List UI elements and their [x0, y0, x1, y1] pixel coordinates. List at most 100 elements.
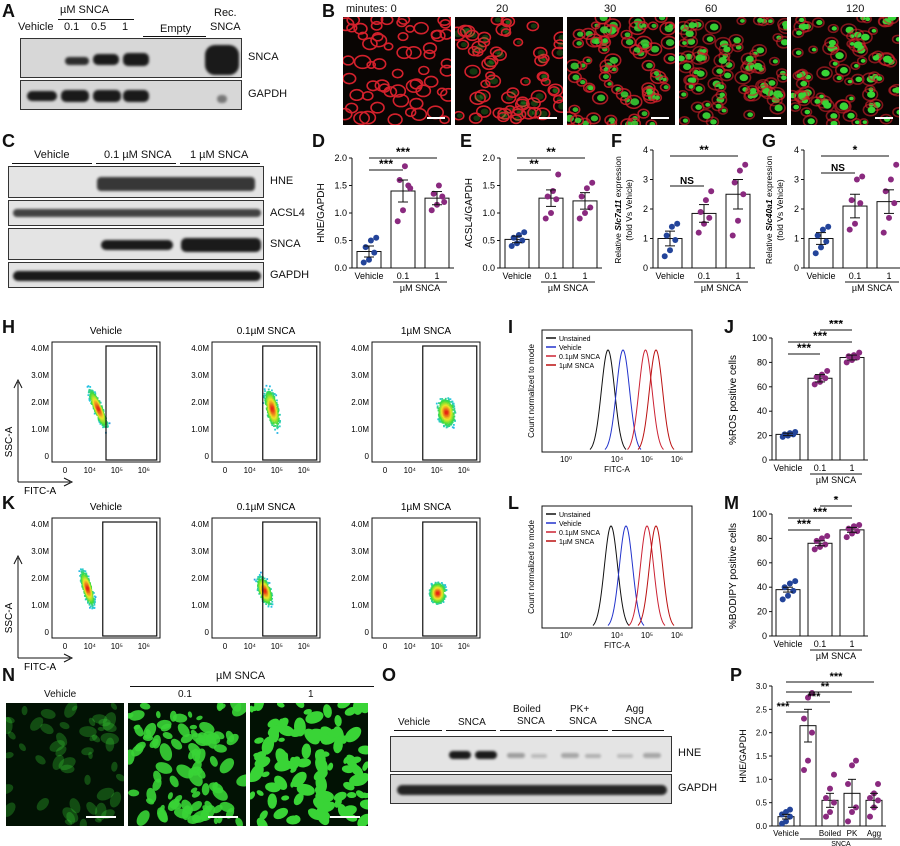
cell-fluorescence [457, 113, 463, 118]
event-dot [82, 570, 84, 572]
data-point [886, 214, 892, 221]
cell-fluorescence [853, 41, 863, 49]
cell-membrane [397, 32, 409, 42]
data-point [697, 208, 704, 215]
cell-membrane [589, 36, 603, 47]
event-dot [438, 402, 440, 405]
event-dot [437, 418, 440, 421]
event-dot [264, 579, 267, 582]
event-dot [85, 597, 88, 600]
cell-membrane [891, 34, 899, 44]
cell-membrane [624, 94, 643, 110]
event-dot [263, 395, 266, 398]
cell-membrane [791, 47, 804, 58]
cell-fluorescence [887, 17, 897, 21]
cell-fluorescence [716, 68, 723, 74]
cell-fluorescence [756, 47, 765, 54]
event-dot [92, 592, 95, 594]
cell-membrane [471, 40, 487, 54]
x-tick-label: 10⁶ [138, 466, 150, 475]
data-point [880, 229, 887, 236]
c-group-01: 0.1 µM SNCA [104, 149, 172, 161]
event-dot [90, 389, 93, 392]
cell-fluorescence [799, 17, 805, 23]
cell-image [791, 17, 899, 125]
cell-fluorescence [494, 17, 502, 23]
cell-fluorescence [835, 52, 844, 60]
event-dot [453, 407, 456, 410]
c-label-gapdh: GAPDH [270, 269, 310, 281]
data-point [674, 220, 681, 227]
cell-membrane [374, 79, 390, 92]
cell-fluorescence [486, 60, 494, 67]
cell-fluorescence [702, 112, 711, 119]
y-tick-label: 4.0M [31, 344, 49, 353]
cell-membrane [767, 86, 786, 102]
data-point [823, 238, 830, 245]
cell-membrane [370, 17, 384, 26]
cell-fluorescence [811, 47, 817, 52]
data-point [848, 197, 855, 204]
chart-e: 0.00.51.01.52.0 ****Vehicle 0.1 1µM SNCAACS… [464, 145, 602, 293]
data-point [407, 185, 414, 192]
event-dot [257, 588, 259, 591]
data-point [367, 237, 374, 244]
cell-membrane [691, 67, 708, 81]
cell-membrane [748, 59, 766, 74]
significance-label: * [853, 143, 858, 157]
y-tick-label: 3.0M [31, 371, 49, 380]
c-label-hne: HNE [270, 175, 294, 187]
data-point [519, 237, 526, 244]
cell-membrane [736, 17, 747, 26]
event-dot [94, 392, 97, 395]
event-dot [257, 575, 260, 578]
cell-fluorescence [480, 108, 489, 115]
event-dot [265, 384, 268, 387]
cell-membrane [711, 101, 724, 112]
cell-fluorescence [580, 79, 586, 85]
cell-membrane [570, 114, 585, 125]
cell-fluorescence [641, 111, 648, 117]
cell-membrane [468, 112, 483, 124]
data-point [435, 182, 442, 189]
cell-membrane [343, 55, 355, 66]
event-dot [260, 571, 262, 574]
event-dot [257, 586, 260, 589]
event-dot [87, 578, 90, 581]
cell-membrane [506, 87, 520, 98]
event-dot [265, 603, 268, 605]
cell-membrane [483, 55, 499, 68]
event-dot [277, 407, 279, 410]
cell-fluorescence [847, 112, 855, 119]
event-dot [276, 421, 278, 424]
cell-fluorescence [558, 102, 563, 110]
event-dot [452, 402, 455, 405]
event-dot [272, 395, 275, 398]
event-dot [79, 574, 82, 577]
cell-fluorescence [740, 18, 745, 23]
cell-fluorescence [804, 109, 811, 115]
scale-bar [763, 117, 781, 119]
event-dot [271, 398, 274, 400]
data-point [736, 167, 743, 174]
cell-membrane [353, 22, 368, 35]
b-time-20: 20 [496, 3, 509, 15]
y-axis-label: HNE/GAPDH [316, 183, 327, 242]
event-dot [267, 605, 270, 608]
panel-letter-c: C [2, 131, 15, 151]
cell-fluorescence [663, 85, 669, 90]
cell-fluorescence [570, 62, 579, 70]
gate-box [422, 345, 478, 461]
cell-membrane [372, 58, 387, 70]
cell-fluorescence [860, 58, 866, 63]
x-axis-label: µM SNCA [852, 283, 892, 293]
y-tick-label: 2 [643, 204, 648, 214]
event-dot [269, 592, 272, 595]
cell-membrane [892, 107, 899, 118]
cell-membrane [810, 96, 823, 107]
cell-membrane [537, 72, 549, 82]
cell-membrane [353, 54, 372, 70]
event-dot [450, 414, 453, 417]
cell-fluorescence [519, 101, 528, 108]
